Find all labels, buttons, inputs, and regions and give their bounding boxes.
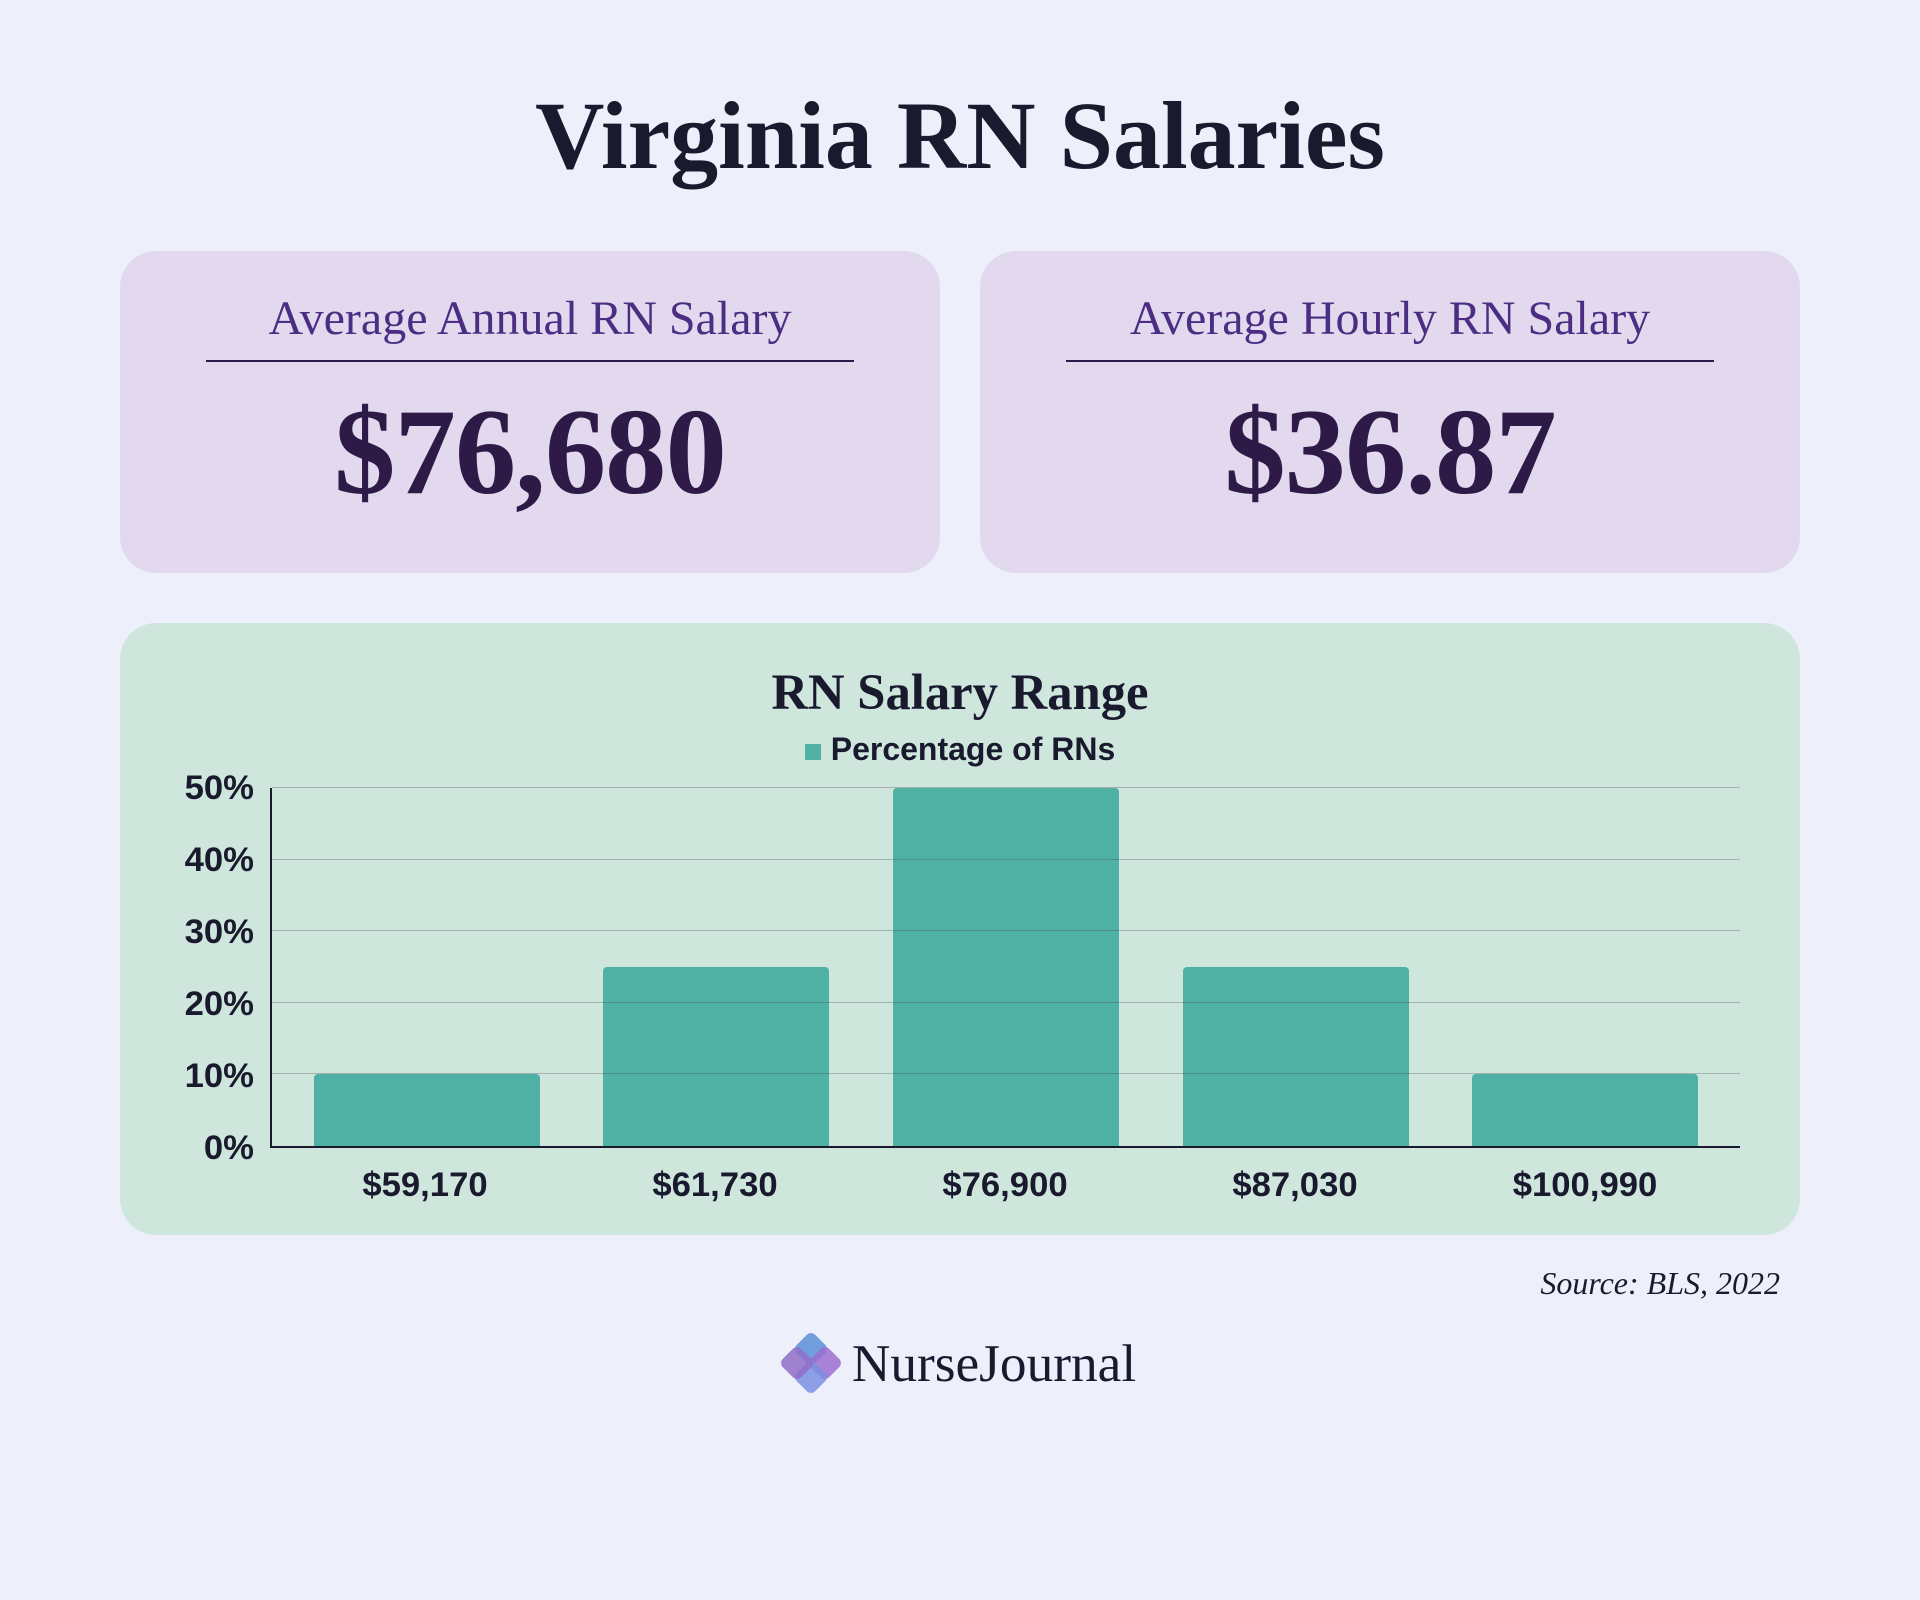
gridline xyxy=(272,787,1740,788)
xaxis-spacer xyxy=(180,1148,270,1205)
bar-slot xyxy=(1440,788,1730,1146)
chart-plot-row: 50%40%30%20%10%0% xyxy=(180,788,1740,1148)
chart-legend: Percentage of RNs xyxy=(180,731,1740,768)
brand-logo-icon xyxy=(784,1336,838,1390)
bar xyxy=(1472,1074,1698,1146)
x-tick-label: $100,990 xyxy=(1440,1166,1730,1205)
chart-x-axis-row: $59,170$61,730$76,900$87,030$100,990 xyxy=(180,1148,1740,1205)
chart-bars-container xyxy=(272,788,1740,1146)
bar xyxy=(603,967,829,1146)
page-title: Virginia RN Salaries xyxy=(535,80,1385,191)
infographic-canvas: Virginia RN Salaries Average Annual RN S… xyxy=(0,0,1920,1600)
bar-slot xyxy=(1151,788,1441,1146)
legend-label: Percentage of RNs xyxy=(831,731,1116,767)
bar xyxy=(1183,967,1409,1146)
annual-salary-card: Average Annual RN Salary $76,680 xyxy=(120,251,940,573)
bar xyxy=(893,788,1119,1146)
bar-slot xyxy=(282,788,572,1146)
brand-footer: NurseJournal xyxy=(784,1332,1136,1394)
annual-salary-label: Average Annual RN Salary xyxy=(206,291,854,362)
annual-salary-value: $76,680 xyxy=(170,382,890,523)
bar-slot xyxy=(861,788,1151,1146)
salary-range-chart-panel: RN Salary Range Percentage of RNs 50%40%… xyxy=(120,623,1800,1235)
x-tick-label: $87,030 xyxy=(1150,1166,1440,1205)
gridline xyxy=(272,859,1740,860)
chart-x-axis: $59,170$61,730$76,900$87,030$100,990 xyxy=(270,1166,1740,1205)
bar xyxy=(314,1074,540,1146)
x-tick-label: $61,730 xyxy=(570,1166,860,1205)
hourly-salary-label: Average Hourly RN Salary xyxy=(1066,291,1714,362)
legend-swatch-icon xyxy=(805,744,821,760)
chart-y-axis: 50%40%30%20%10%0% xyxy=(180,788,270,1148)
stat-cards-row: Average Annual RN Salary $76,680 Average… xyxy=(120,251,1800,573)
x-tick-label: $76,900 xyxy=(860,1166,1150,1205)
gridline xyxy=(272,1073,1740,1074)
bar-slot xyxy=(572,788,862,1146)
brand-name: NurseJournal xyxy=(852,1332,1136,1394)
hourly-salary-card: Average Hourly RN Salary $36.87 xyxy=(980,251,1800,573)
source-attribution: Source: BLS, 2022 xyxy=(120,1265,1800,1302)
chart-title: RN Salary Range xyxy=(180,663,1740,721)
chart-plot-area xyxy=(270,788,1740,1148)
hourly-salary-value: $36.87 xyxy=(1030,382,1750,523)
x-tick-label: $59,170 xyxy=(280,1166,570,1205)
gridline xyxy=(272,1002,1740,1003)
gridline xyxy=(272,930,1740,931)
